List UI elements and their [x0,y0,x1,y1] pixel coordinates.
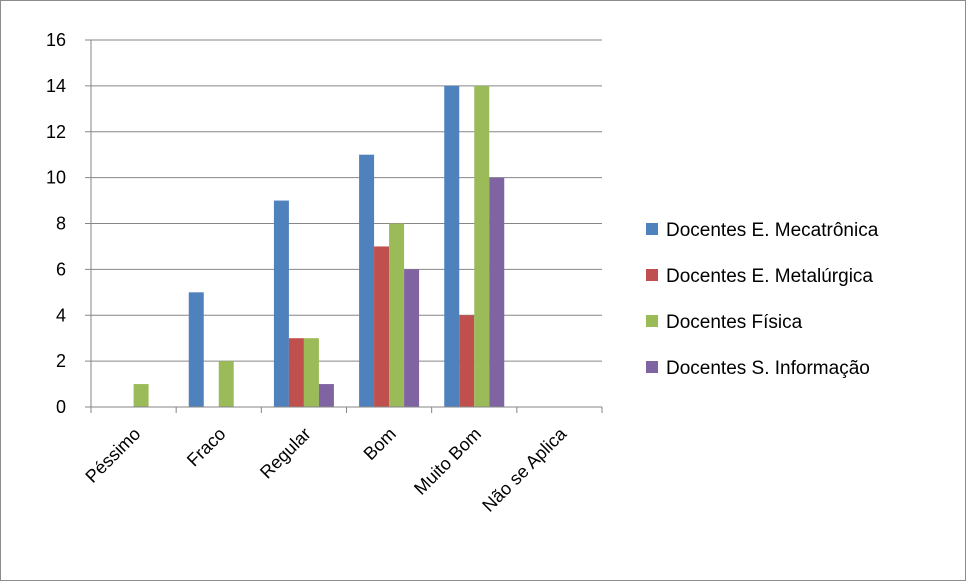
y-tick-label: 2 [56,351,66,371]
bar-3-2 [318,384,334,407]
bar-1-4 [459,315,475,407]
bar-2-0 [133,384,149,407]
x-category-label: Bom [360,424,400,464]
y-tick-label: 10 [46,168,66,188]
x-category-label: Péssimo [81,424,144,487]
bar-1-3 [374,246,390,407]
legend-swatch-0 [646,223,658,235]
legend-label: Docentes Física [666,312,803,333]
bar-2-4 [474,85,490,407]
legend-label: Docentes E. Metalúrgica [666,266,873,287]
bar-0-1 [188,292,204,407]
x-category-label: Fraco [183,424,230,471]
y-tick-label: 16 [46,30,66,50]
y-tick-label: 8 [56,214,66,234]
y-tick-label: 14 [46,76,66,96]
bar-3-4 [489,177,505,407]
y-tick-label: 0 [56,397,66,417]
bar-3-3 [404,269,420,407]
bar-2-2 [303,338,319,407]
x-category-label: Não se Aplica [478,423,571,516]
bar-2-1 [218,361,234,407]
y-tick-label: 6 [56,259,66,279]
legend-swatch-2 [646,315,658,327]
bar-1-2 [288,338,304,407]
bar-0-3 [359,154,375,407]
legend-label: Docentes S. Informação [666,358,870,379]
legend-swatch-3 [646,361,658,373]
legend-swatch-1 [646,269,658,281]
bar-2-3 [389,223,405,407]
y-tick-label: 4 [56,305,66,325]
x-category-label: Muito Bom [410,424,485,499]
bar-0-4 [444,85,460,407]
legend-label: Docentes E. Mecatrônica [666,220,879,241]
x-category-label: Regular [256,424,315,483]
bar-0-2 [273,200,289,407]
y-tick-label: 12 [46,122,66,142]
